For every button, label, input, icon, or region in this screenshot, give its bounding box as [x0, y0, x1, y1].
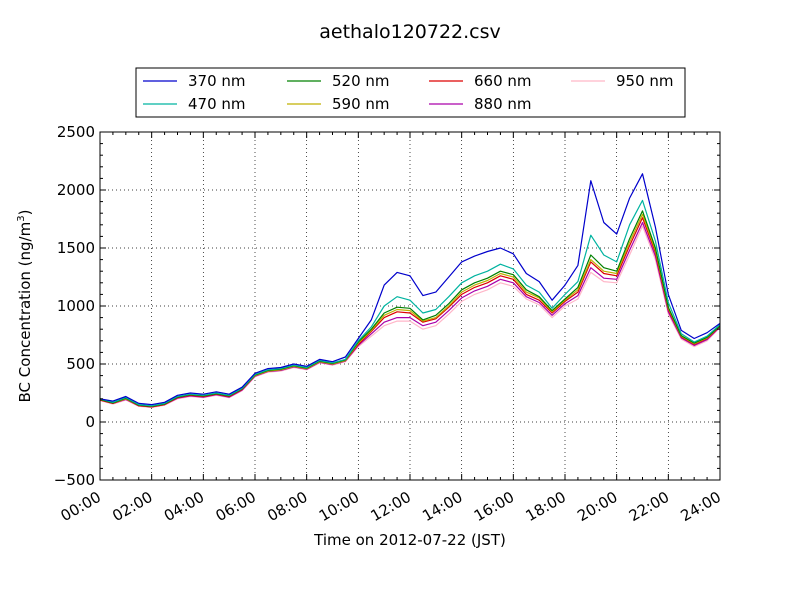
series-line-660-nm: [99, 217, 721, 408]
series-line-880-nm: [99, 221, 721, 408]
y-axis-label-close: ): [16, 210, 34, 216]
y-tick-label: −500: [54, 471, 95, 489]
series-line-370-nm: [99, 173, 721, 406]
y-axis-label: BC Concentration (ng/m3): [16, 210, 34, 403]
legend-label: 470 nm: [188, 95, 246, 113]
legend-label: 590 nm: [332, 95, 390, 113]
y-tick-label: 2000: [57, 181, 95, 199]
series-lines: [99, 173, 721, 409]
series-line-470-nm: [99, 199, 721, 407]
y-axis-label-superscript: 3: [16, 215, 27, 221]
legend-label: 520 nm: [332, 72, 390, 90]
axis-ticks: [99, 131, 721, 481]
y-tick-label: 500: [66, 355, 95, 373]
legend-label: 950 nm: [616, 72, 674, 90]
legend-label: 880 nm: [474, 95, 532, 113]
legend-label: 370 nm: [188, 72, 246, 90]
series-line-520-nm: [99, 210, 721, 407]
grid: [100, 132, 720, 480]
y-tick-label: 1500: [57, 239, 95, 257]
chart-title: aethalo120722.csv: [319, 21, 501, 43]
legend-box: [135, 67, 686, 118]
y-tick-label: 2500: [57, 123, 95, 141]
y-axis-label-main: BC Concentration (ng/m: [16, 222, 34, 403]
y-tick-labels: −500 0 500 1000 1500 2000 2500: [54, 123, 95, 489]
y-tick-label: 0: [85, 413, 95, 431]
y-tick-label: 1000: [57, 297, 95, 315]
legend-label: 660 nm: [474, 72, 532, 90]
x-axis-label: Time on 2012-07-22 (JST): [313, 531, 506, 549]
legend: 370 nm 470 nm 520 nm 590 nm 660 nm 880 nm 950 …: [135, 67, 686, 118]
